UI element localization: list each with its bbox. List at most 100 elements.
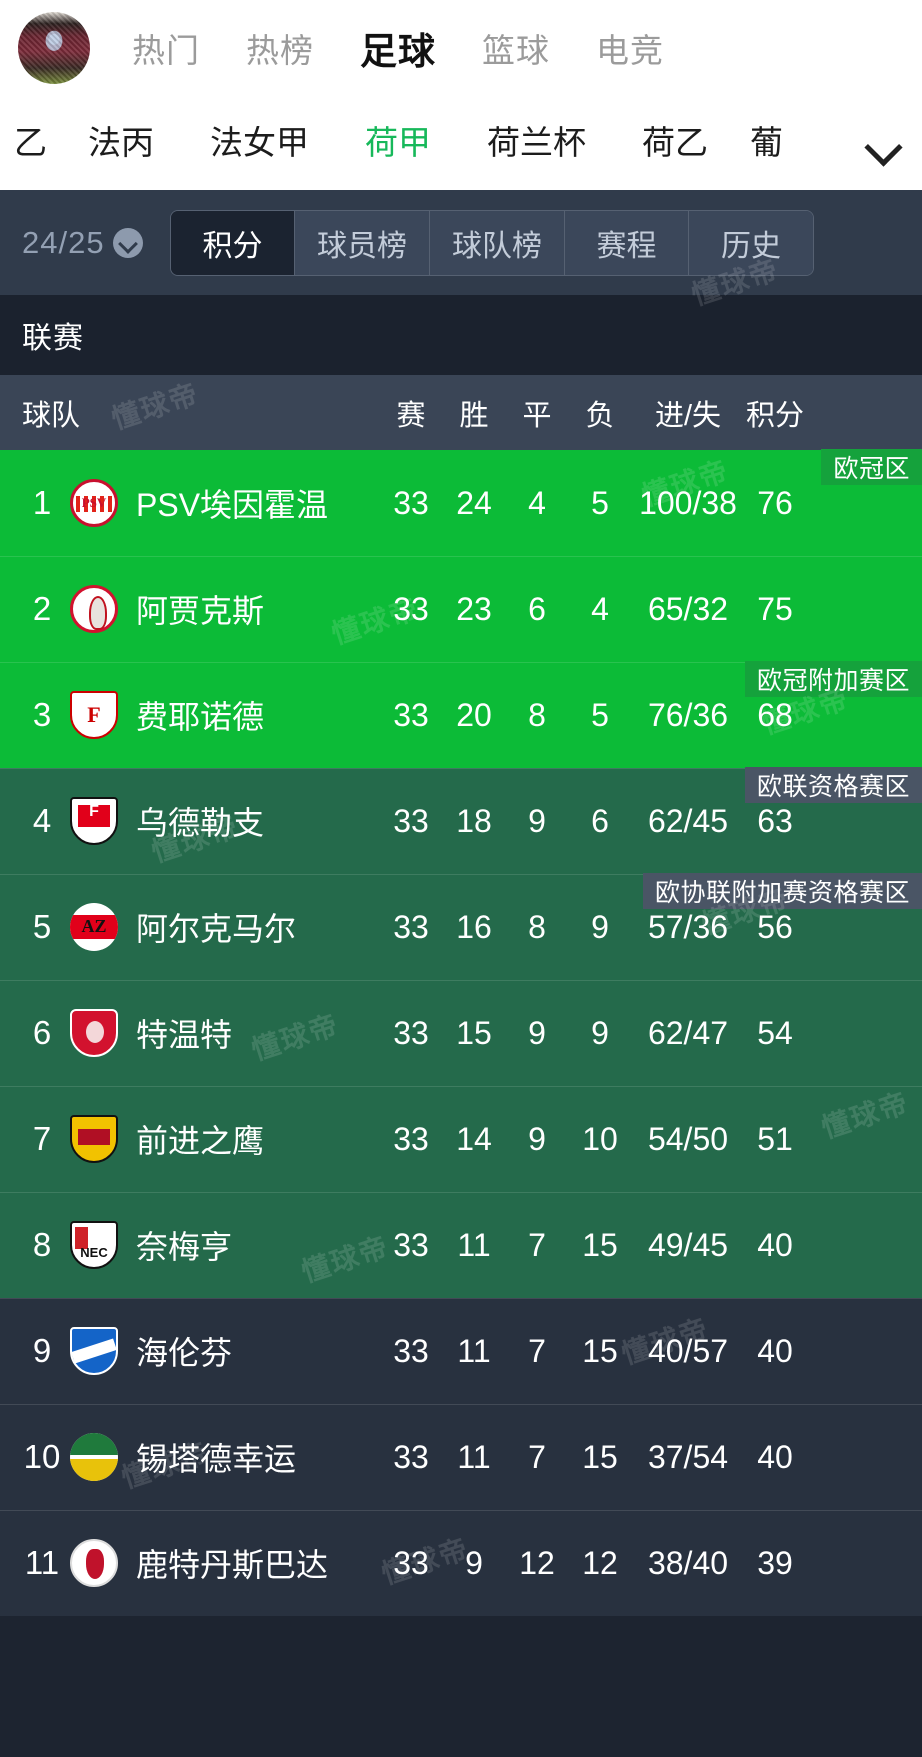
cell-goals: 57/36 bbox=[647, 908, 729, 945]
league-tab-5[interactable]: 荷乙 bbox=[642, 126, 708, 159]
cell-lost: 6 bbox=[591, 802, 609, 839]
cell-lost: 9 bbox=[591, 1014, 609, 1051]
cell-drawn: 7 bbox=[528, 1332, 546, 1369]
team-name: 奈梅亨 bbox=[136, 1229, 233, 1265]
cell-won: 9 bbox=[465, 1544, 483, 1581]
standings-table-body: 欧冠区1PSV埃因霍温332445100/3876懂球帝2阿贾克斯3323646… bbox=[0, 449, 922, 1616]
table-row[interactable]: 11 鹿特丹斯巴达 33 9 12 12 38/40 39 懂球帝 bbox=[0, 1510, 922, 1616]
team-crest-icon bbox=[70, 797, 118, 845]
league-tab-2[interactable]: 法女甲 bbox=[210, 126, 309, 159]
crest-shape bbox=[70, 1009, 118, 1057]
cell-goals: 62/47 bbox=[647, 1014, 729, 1051]
cell-points: 56 bbox=[757, 908, 793, 945]
cell-drawn: 8 bbox=[528, 696, 546, 733]
user-avatar[interactable] bbox=[18, 11, 90, 84]
team-crest-icon bbox=[70, 1009, 118, 1057]
league-tab-4[interactable]: 荷兰杯 bbox=[487, 126, 586, 159]
column-header-lost: 负 bbox=[585, 399, 615, 432]
column-header-team: 球队 bbox=[22, 399, 81, 432]
top-nav-item-2[interactable]: 足球 bbox=[360, 30, 436, 72]
standings-tab-2[interactable]: 球队榜 bbox=[430, 211, 565, 275]
cell-drawn: 9 bbox=[528, 1120, 546, 1157]
cell-won: 11 bbox=[457, 1332, 491, 1369]
table-row[interactable]: 6 特温特 33 15 9 9 62/47 54 懂球帝 bbox=[0, 980, 922, 1086]
team-crest-icon bbox=[70, 1115, 118, 1163]
cell-drawn: 4 bbox=[528, 484, 546, 521]
cell-drawn: 9 bbox=[528, 1014, 546, 1051]
cell-points: 39 bbox=[757, 1544, 793, 1581]
crest-shape bbox=[70, 1327, 118, 1375]
section-header: 联赛 懂球帝 bbox=[0, 254, 922, 375]
standings-tab-3[interactable]: 赛程 bbox=[565, 211, 689, 275]
cell-played: 33 bbox=[393, 590, 429, 627]
section-title: 联赛 bbox=[22, 322, 84, 355]
team-crest-icon bbox=[70, 479, 118, 527]
cell-lost: 15 bbox=[582, 1438, 618, 1475]
cell-points: 68 bbox=[757, 696, 793, 733]
rank-number: 10 bbox=[23, 1438, 61, 1475]
table-row[interactable]: 2 阿贾克斯 33 23 6 4 65/32 75 懂球帝 bbox=[0, 556, 922, 662]
cell-drawn: 7 bbox=[528, 1438, 546, 1475]
crest-shape bbox=[70, 1539, 118, 1587]
rank-number: 7 bbox=[32, 1120, 52, 1157]
rank-number: 11 bbox=[24, 1544, 60, 1581]
cell-goals: 100/38 bbox=[639, 484, 737, 521]
team-crest-icon bbox=[70, 691, 118, 739]
cell-played: 33 bbox=[393, 1226, 429, 1263]
cell-goals: 37/54 bbox=[647, 1438, 729, 1475]
top-nav-item-3[interactable]: 篮球 bbox=[482, 31, 550, 69]
crest-shape bbox=[70, 691, 118, 739]
column-header-played: 赛 bbox=[396, 399, 426, 432]
cell-points: 63 bbox=[757, 802, 793, 839]
cell-won: 11 bbox=[457, 1438, 491, 1475]
cell-played: 33 bbox=[393, 1332, 429, 1369]
watermark: 懂球帝 bbox=[297, 1230, 394, 1289]
season-selector[interactable]: 24/25 bbox=[22, 225, 143, 261]
table-row[interactable]: 9 海伦芬 33 11 7 15 40/57 40 懂球帝 bbox=[0, 1298, 922, 1404]
team-crest-icon bbox=[70, 1433, 118, 1481]
cell-goals: 65/32 bbox=[647, 590, 729, 627]
league-tab-scroller[interactable]: 乙 法丙 法女甲 荷甲 荷兰杯 荷乙 葡 bbox=[0, 126, 844, 159]
cell-lost: 12 bbox=[582, 1544, 618, 1581]
table-row[interactable]: 10 锡塔德幸运 33 11 7 15 37/54 40 懂球帝 bbox=[0, 1404, 922, 1510]
team-name: 前进之鹰 bbox=[136, 1123, 265, 1159]
cell-lost: 15 bbox=[582, 1332, 618, 1369]
league-tab-0[interactable]: 乙 bbox=[14, 126, 47, 159]
row-divider bbox=[0, 1404, 922, 1405]
zone-badge: 欧冠附加赛区 bbox=[744, 661, 922, 697]
expand-leagues-button[interactable] bbox=[844, 95, 922, 190]
league-tab-6[interactable]: 葡 bbox=[750, 126, 783, 159]
cell-played: 33 bbox=[393, 1120, 429, 1157]
cell-played: 33 bbox=[393, 802, 429, 839]
crest-shape bbox=[70, 479, 118, 527]
rank-number: 8 bbox=[32, 1226, 52, 1263]
cell-lost: 5 bbox=[591, 696, 609, 733]
league-tab-strip: 乙 法丙 法女甲 荷甲 荷兰杯 荷乙 葡 bbox=[0, 95, 922, 190]
rank-number: 3 bbox=[32, 696, 52, 733]
team-name: 锡塔德幸运 bbox=[136, 1441, 297, 1477]
table-row[interactable]: 8 奈梅亨 33 11 7 15 49/45 40 懂球帝 bbox=[0, 1192, 922, 1298]
table-row[interactable]: 7 前进之鹰 33 14 9 10 54/50 51 懂球帝 bbox=[0, 1086, 922, 1192]
league-tab-3[interactable]: 荷甲 bbox=[337, 126, 459, 159]
league-tab-1[interactable]: 法丙 bbox=[88, 126, 154, 159]
standings-tab-1[interactable]: 球员榜 bbox=[295, 211, 430, 275]
cell-lost: 4 bbox=[591, 590, 609, 627]
row-divider bbox=[0, 1298, 922, 1299]
team-name: 海伦芬 bbox=[136, 1335, 233, 1371]
cell-lost: 10 bbox=[582, 1120, 618, 1157]
team-name: 费耶诺德 bbox=[136, 699, 265, 735]
standings-tab-0[interactable]: 积分 bbox=[171, 211, 295, 275]
top-nav-item-0[interactable]: 热门 bbox=[132, 31, 200, 69]
crest-shape bbox=[70, 797, 118, 845]
top-nav-item-4[interactable]: 电竞 bbox=[596, 31, 664, 69]
zone-badge: 欧冠区 bbox=[821, 449, 922, 485]
standings-tab-4[interactable]: 历史 bbox=[689, 211, 813, 275]
cell-goals: 62/45 bbox=[647, 802, 729, 839]
cell-played: 33 bbox=[393, 484, 429, 521]
cell-won: 23 bbox=[456, 590, 492, 627]
top-nav-item-1[interactable]: 热榜 bbox=[246, 31, 314, 69]
